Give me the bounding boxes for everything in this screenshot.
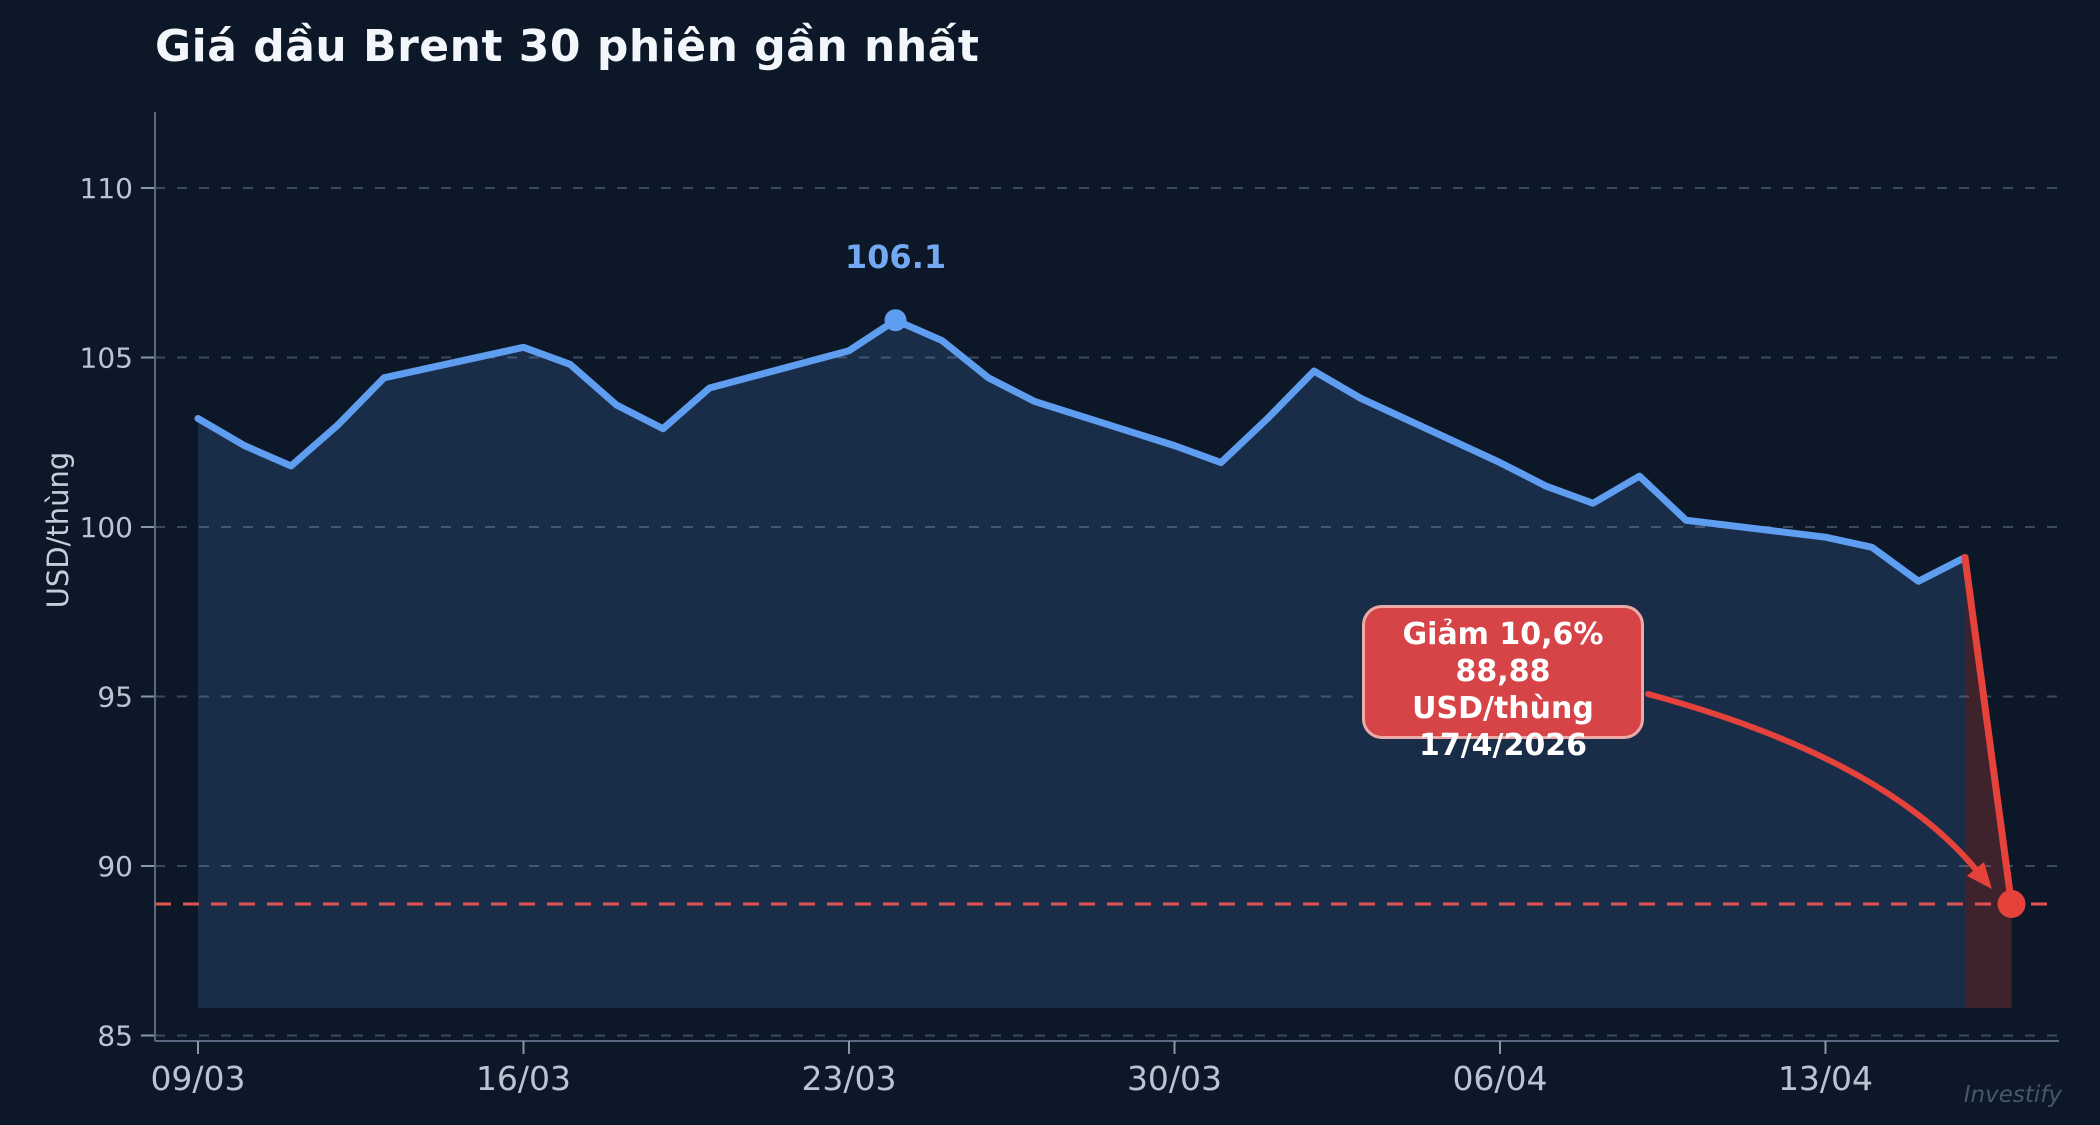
chart-title: Giá dầu Brent 30 phiên gần nhất	[155, 21, 980, 72]
peak-value-label: 106.1	[845, 238, 946, 276]
crash-callout: Giảm 10,6% 88,88 USD/thùng 17/4/2026	[1362, 605, 1644, 763]
x-tick-label-16/03: 16/03	[476, 1059, 571, 1098]
callout-date: 17/4/2026	[1418, 728, 1588, 763]
y-tick-label-95: 95	[97, 681, 133, 714]
y-tick-label-90: 90	[97, 850, 133, 883]
callout-pct-change: Giảm 10,6%	[1402, 617, 1604, 652]
crash-point-dot	[1997, 889, 2026, 918]
callout-arrow	[1645, 691, 1981, 875]
price-line	[194, 316, 1969, 585]
watermark: Investify	[1963, 1082, 2062, 1108]
callout-price: 88,88 USD/thùng	[1412, 654, 1594, 726]
x-tick-label-30/03: 30/03	[1127, 1059, 1222, 1098]
y-tick-label-105: 105	[80, 342, 133, 375]
peak-marker-dot	[884, 309, 907, 332]
x-tick-label-23/03: 23/03	[801, 1059, 896, 1098]
y-tick-label-85: 85	[97, 1020, 133, 1053]
y-tick-label-110: 110	[80, 172, 133, 205]
x-tick-label-13/04: 13/04	[1778, 1059, 1873, 1098]
callout-arrowhead	[1966, 861, 1992, 890]
x-tick-label-09/03: 09/03	[150, 1059, 245, 1098]
crash-segment	[1961, 554, 2015, 908]
x-tick-label-06/04: 06/04	[1452, 1059, 1547, 1098]
price-area-fill	[198, 320, 1965, 1009]
y-tick-label-100: 100	[80, 511, 133, 544]
